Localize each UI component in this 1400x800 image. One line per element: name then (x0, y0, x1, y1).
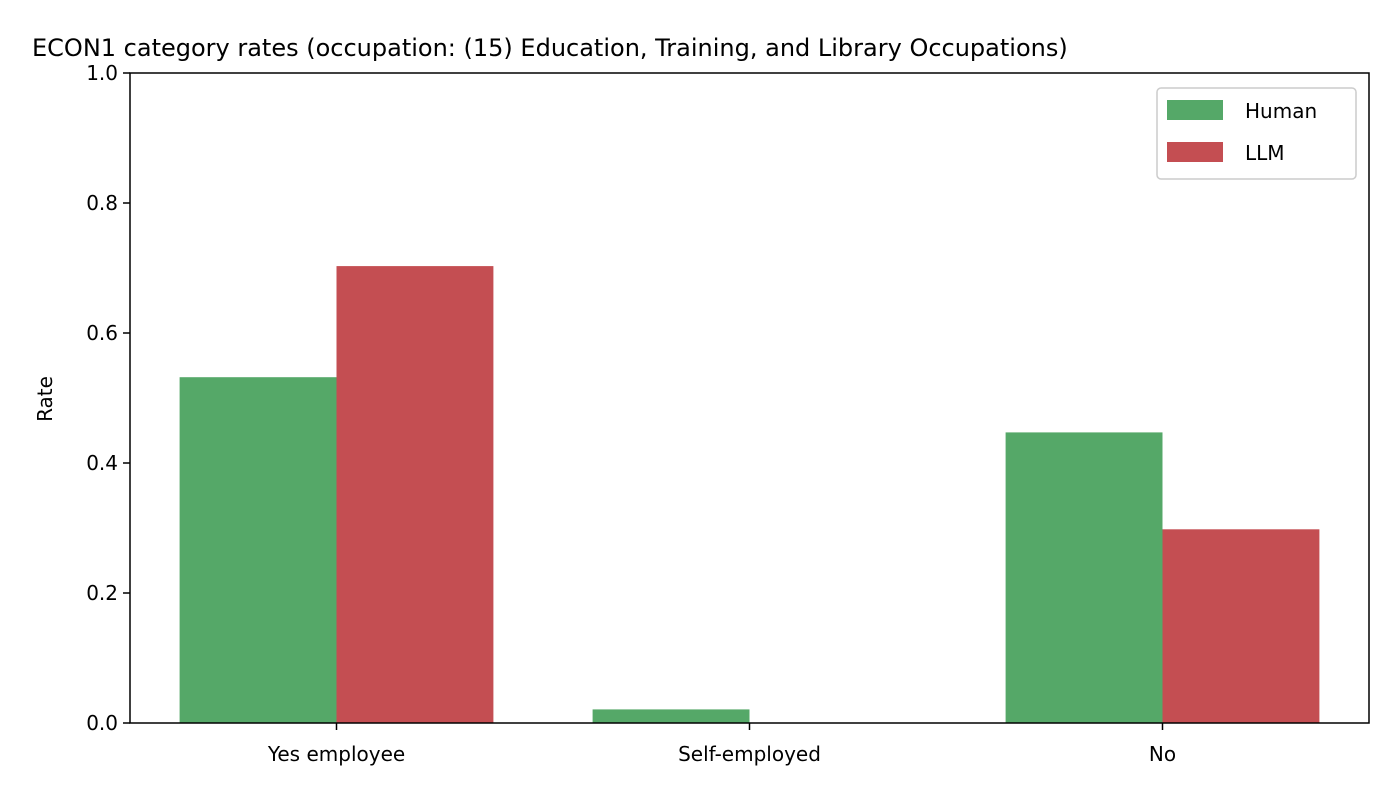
legend-swatch-llm (1167, 142, 1223, 162)
legend-label-llm: LLM (1245, 141, 1285, 165)
y-tick-label: 0.6 (86, 321, 118, 345)
y-tick-label: 0.8 (86, 191, 118, 215)
x-tick-label: No (1149, 742, 1176, 766)
plot-frame (129, 72, 1370, 724)
bar-human-0 (179, 377, 337, 723)
chart-title: ECON1 category rates (occupation: (15) E… (32, 34, 1068, 62)
bars-group (179, 266, 1320, 723)
x-tick-label: Self-employed (678, 742, 821, 766)
y-tick-label: 1.0 (86, 61, 118, 85)
y-tick-label: 0.4 (86, 451, 118, 475)
bar-human-2 (1005, 432, 1163, 723)
legend-swatch-human (1167, 100, 1223, 120)
y-tick-label: 0.0 (86, 711, 118, 735)
legend-label-human: Human (1245, 99, 1317, 123)
y-axis: 0.0 0.2 0.4 0.6 0.8 1.0 (86, 61, 130, 735)
y-tick-label: 0.2 (86, 581, 118, 605)
bar-llm-2 (1162, 529, 1320, 723)
x-axis: Yes employee Self-employed No (267, 723, 1176, 766)
bar-human-1 (592, 709, 750, 723)
bar-llm-0 (336, 266, 494, 723)
x-tick-label: Yes employee (267, 742, 405, 766)
legend: Human LLM (1156, 87, 1357, 180)
y-axis-label: Rate (33, 376, 57, 422)
